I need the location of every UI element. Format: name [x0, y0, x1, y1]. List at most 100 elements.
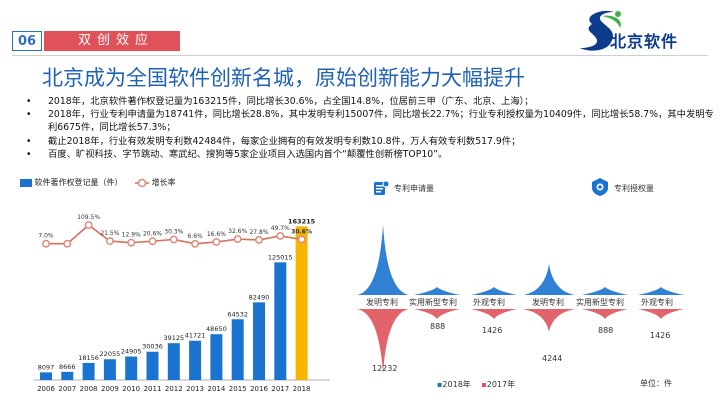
patent-grant-icon: [592, 178, 608, 196]
patent-grant-title: 专利授权量: [614, 184, 654, 193]
patent-application-icon: [374, 180, 390, 195]
legend-2017-label: 2017年: [486, 380, 516, 389]
left-chart-legend: 软件著作权登记量（件） 增长率: [20, 177, 176, 188]
x-tick-label: 2007: [58, 385, 76, 393]
bar-2017: [638, 309, 684, 319]
x-tick-label: 2017: [271, 385, 289, 393]
bar-2018: [582, 287, 628, 295]
bar-2018: [638, 287, 684, 295]
growth-label: 20.6%: [143, 230, 162, 237]
bullet-item: 截止2018年，行业有效发明专利数42484件，每家企业拥有的有效发明专利数10…: [26, 135, 716, 148]
bar: [274, 262, 287, 380]
bar-value-label: 41721: [185, 332, 206, 340]
bar-2018: [357, 224, 409, 295]
x-tick-label: 2013: [186, 385, 204, 393]
bar-2017: [357, 309, 409, 374]
x-tick-label: 2010: [122, 385, 140, 393]
value-label: 4244: [542, 354, 563, 363]
bar-value-label: 8666: [59, 363, 76, 371]
bar: [189, 340, 202, 380]
right-legend: ▪2018年 ▪2017年: [437, 379, 515, 390]
bar: [167, 343, 180, 380]
section-label: 双创效应: [44, 31, 180, 51]
growth-label: 12.9%: [122, 232, 141, 239]
bar-value-label: 64532: [227, 310, 248, 318]
bar-value-label: 163215: [288, 217, 316, 225]
x-tick-label: 2016: [250, 385, 268, 393]
growth-point: [42, 239, 50, 248]
legend-2018-marker: ▪: [437, 380, 443, 389]
bar-2017: [471, 309, 517, 319]
bar-value-label: 125015: [268, 253, 293, 261]
growth-label: 21.5%: [100, 230, 119, 237]
legend-2018-label: 2018年: [442, 380, 471, 389]
category-label: 外观专利: [641, 298, 673, 307]
growth-label: 27.8%: [249, 229, 268, 236]
growth-point: [255, 235, 263, 244]
growth-label: 16.6%: [207, 231, 226, 238]
growth-label: 6.6%: [187, 233, 203, 240]
bar: [146, 351, 159, 380]
patent-application-title: 专利申请量: [394, 184, 434, 193]
logo-icon: [580, 10, 621, 51]
x-tick-label: 2011: [144, 385, 162, 393]
value-label: 888: [430, 322, 446, 331]
bar-value-label: 22055: [100, 350, 121, 358]
value-label: 888: [598, 326, 614, 335]
growth-label: 109.5%: [77, 214, 100, 221]
growth-label: 7.0%: [38, 233, 54, 240]
bar-2018: [414, 287, 460, 295]
bar-value-label: 24905: [121, 348, 142, 356]
bar-2017: [582, 309, 628, 319]
bar: [40, 372, 52, 380]
bar-value-label: 18156: [78, 354, 99, 362]
growth-point: [276, 232, 285, 240]
bar: [210, 334, 223, 380]
bullet-item: 2018年，北京软件著作权登记量为163215件，同比增长30.6%，占全国14…: [26, 95, 716, 108]
growth-point: [105, 237, 114, 246]
legend-bar-label: 软件著作权登记量（件）: [34, 178, 123, 187]
value-label: 1426: [482, 326, 503, 335]
section-number: 06: [12, 31, 42, 51]
bar: [103, 359, 116, 380]
x-tick-label: 2009: [101, 385, 119, 393]
growth-point: [148, 237, 157, 246]
bar: [82, 362, 95, 380]
legend-bar-swatch: [20, 178, 32, 187]
growth-label: 30.3%: [164, 228, 183, 235]
legend-2017-marker: ▪: [481, 380, 487, 389]
growth-point: [212, 238, 221, 246]
growth-point: [84, 221, 93, 230]
bullet-item: 百度、旷视科技、字节跳动、寒武纪、搜狗等5家企业项目入选国内首个“颠覆性创新榜T…: [26, 148, 716, 161]
bar: [61, 371, 74, 380]
x-tick-label: 2008: [80, 385, 98, 393]
value-label: 12232: [372, 364, 398, 373]
unit-label: 单位：件: [640, 379, 672, 388]
growth-point: [63, 239, 72, 248]
x-tick-label: 2015: [229, 385, 247, 393]
x-tick-label: 2018: [293, 385, 311, 393]
bar-2018: [471, 287, 517, 295]
category-label: 外观专利: [473, 298, 505, 307]
x-tick-label: 2012: [165, 385, 183, 393]
growth-label: 49.7%: [271, 225, 290, 232]
bar-value-label: 82490: [249, 293, 270, 301]
bar-value-label: 39125: [163, 334, 184, 342]
bar-2018: [523, 263, 575, 295]
logo-text: 北京软件: [610, 32, 679, 51]
x-tick-label: 2006: [37, 385, 55, 393]
bar-value-label: 30036: [142, 343, 163, 351]
growth-point: [169, 235, 178, 244]
bar: [231, 319, 244, 380]
bullet-list: 2018年，北京软件著作权登记量为163215件，同比增长30.6%，占全国14…: [26, 95, 716, 161]
bar: [253, 302, 265, 380]
category-label: 发明专利: [532, 298, 564, 307]
growth-point: [127, 238, 136, 247]
category-label: 实用新型专利: [409, 298, 457, 307]
legend-line-swatch: [135, 178, 150, 187]
page-title: 北京成为全国软件创新名城，原始创新能力大幅提升: [42, 66, 525, 90]
bar-value-label: 8097: [38, 363, 55, 371]
bar-2017: [523, 309, 575, 332]
bar-2017: [414, 309, 460, 319]
bar-value-label: 48650: [206, 325, 227, 333]
